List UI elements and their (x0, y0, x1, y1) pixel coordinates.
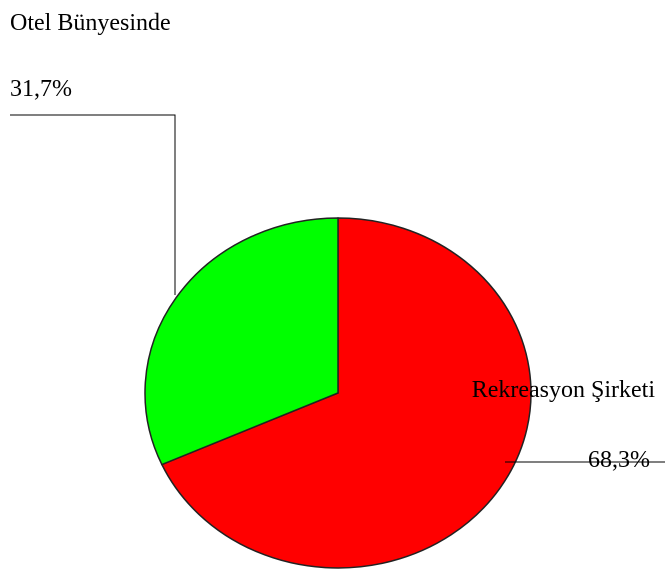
slice-label: Otel Bünyesinde (10, 10, 171, 36)
leader-line (10, 114, 176, 295)
pie-slice (144, 217, 339, 466)
value-label: 68,3% (588, 447, 650, 473)
pie-slice (160, 217, 532, 569)
value-label: 31,7% (10, 76, 72, 102)
slice-label: Rekreasyon Şirketi (472, 377, 656, 403)
